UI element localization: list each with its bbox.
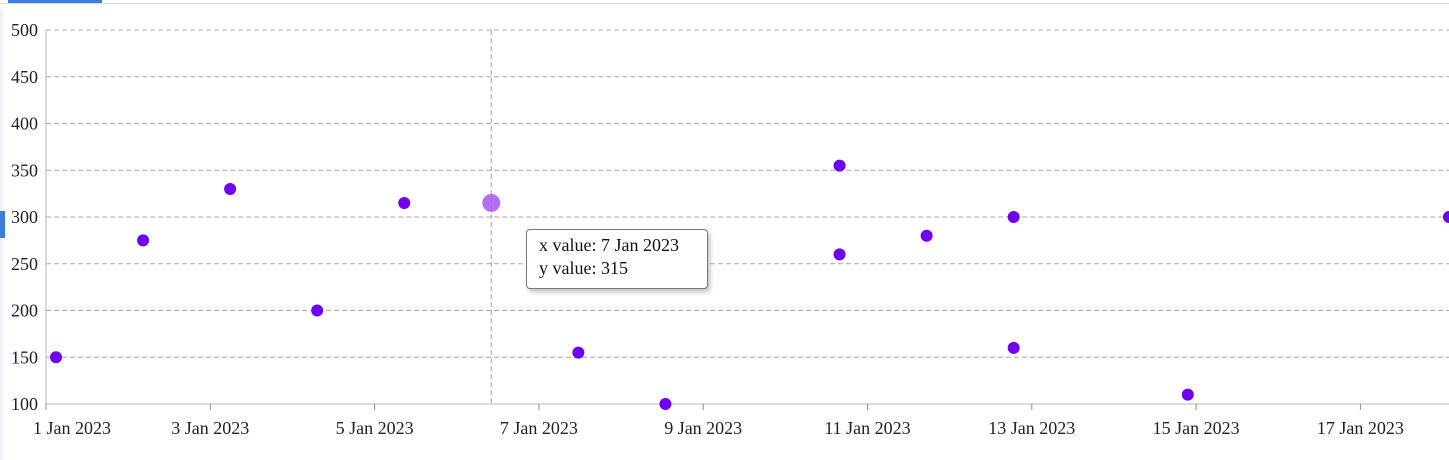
y-tick-label: 500 — [11, 20, 38, 40]
data-point[interactable] — [833, 159, 846, 172]
data-point[interactable] — [659, 398, 672, 410]
x-tick-label: 1 Jan 2023 — [33, 418, 111, 438]
x-tick-label: 17 Jan 2023 — [1317, 418, 1404, 438]
tooltip-x-value: 7 Jan 2023 — [600, 235, 679, 255]
x-tick-label: 15 Jan 2023 — [1153, 418, 1240, 438]
tooltip-y-value: 315 — [600, 258, 628, 278]
x-axis-labels: 1 Jan 2023 3 Jan 2023 5 Jan 2023 7 Jan 2023… — [33, 418, 1404, 438]
data-point[interactable] — [572, 346, 585, 359]
left-panel-marker — [0, 211, 5, 238]
highlighted-data-point[interactable] — [482, 193, 501, 212]
data-point[interactable] — [224, 182, 237, 195]
data-point[interactable] — [50, 351, 62, 364]
y-tick-label: 350 — [11, 160, 38, 180]
active-tab-indicator — [8, 0, 102, 3]
y-tick-label: 100 — [11, 394, 38, 414]
tooltip-x-row: x value: 7 Jan 2023 — [539, 234, 707, 257]
y-tick-label: 450 — [11, 67, 38, 87]
top-border — [0, 3, 1449, 4]
data-point[interactable] — [833, 248, 846, 261]
tooltip-y-label: y value: — [539, 258, 597, 278]
x-tick-label: 5 Jan 2023 — [336, 418, 414, 438]
axes — [45, 30, 1449, 410]
tooltip-y-row: y value: 315 — [539, 257, 707, 280]
gridlines — [46, 29, 1449, 405]
y-tick-label: 150 — [11, 347, 38, 367]
x-tick-label: 9 Jan 2023 — [664, 418, 742, 438]
y-axis-labels: 500 450 400 350 300 250 200 150 100 — [11, 20, 38, 414]
y-tick-label: 300 — [11, 207, 38, 227]
data-point[interactable] — [311, 304, 324, 317]
data-point[interactable] — [137, 234, 150, 247]
data-point[interactable] — [1181, 388, 1194, 401]
x-tick-label: 13 Jan 2023 — [988, 418, 1075, 438]
data-point[interactable] — [1443, 211, 1449, 223]
x-tick-label: 7 Jan 2023 — [500, 418, 578, 438]
data-points[interactable] — [50, 159, 1449, 410]
point-tooltip: x value: 7 Jan 2023 y value: 315 — [526, 229, 708, 289]
y-tick-label: 400 — [11, 114, 38, 134]
x-tick-label: 11 Jan 2023 — [824, 418, 910, 438]
y-tick-label: 200 — [11, 301, 38, 321]
y-tick-label: 250 — [11, 254, 38, 274]
tooltip-x-label: x value: — [539, 235, 597, 255]
data-point[interactable] — [920, 229, 933, 242]
x-tick-label: 3 Jan 2023 — [171, 418, 249, 438]
data-point[interactable] — [398, 196, 411, 209]
data-point[interactable] — [1007, 341, 1020, 354]
data-point[interactable] — [1007, 211, 1020, 223]
